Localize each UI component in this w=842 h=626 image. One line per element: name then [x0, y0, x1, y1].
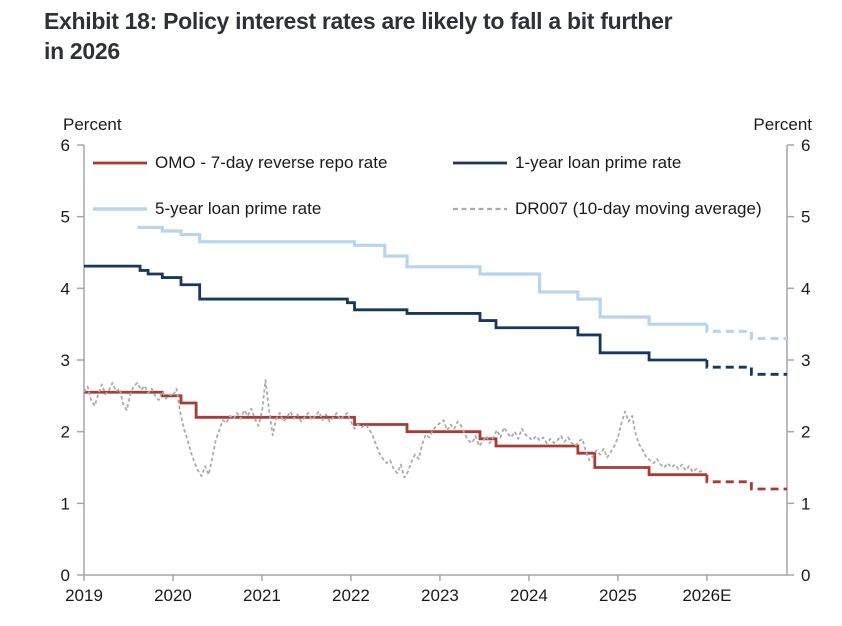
legend-line-lpr1y-icon: [453, 161, 507, 165]
legend-line-dr007-icon: [453, 207, 507, 211]
y-tick-label-right: 1: [801, 494, 810, 513]
legend-label-lpr5y: 5-year loan prime rate: [155, 199, 322, 218]
y-tick-label-right: 6: [801, 136, 810, 155]
x-tick-label: 2025: [599, 586, 637, 605]
x-tick-label: 2022: [332, 586, 370, 605]
y-tick-label-left: 3: [61, 351, 70, 370]
y-tick-label-left: 6: [61, 136, 70, 155]
series-2-history-line: [84, 390, 707, 477]
series-3-line: [83, 379, 704, 479]
legend-item-dr007: DR007 (10-day moving average): [452, 199, 762, 219]
y-tick-label-left: 0: [61, 566, 70, 585]
x-tick-label: 2023: [421, 586, 459, 605]
y-tick-label-right: 2: [801, 423, 810, 442]
y-tick-label-right: 5: [801, 208, 810, 227]
x-tick-label: 2026E: [682, 586, 731, 605]
exhibit-title-line1: Exhibit 18: Policy interest rates are li…: [44, 8, 673, 34]
y-tick-label-left: 2: [61, 423, 70, 442]
x-tick-label: 2020: [154, 586, 192, 605]
legend-item-lpr1y: 1-year loan prime rate: [452, 153, 681, 173]
legend-line-omo-icon: [93, 161, 147, 165]
exhibit-title: Exhibit 18: Policy interest rates are li…: [44, 6, 824, 66]
x-tick-label: 2021: [243, 586, 281, 605]
y-axis-unit-right: Percent: [753, 115, 812, 134]
series-1-forecast-line: [705, 324, 787, 341]
exhibit-title-line2: in 2026: [44, 38, 120, 64]
legend-item-lpr5y: 5-year loan prime rate: [92, 199, 321, 219]
series-2-forecast-line: [705, 474, 787, 491]
y-axis-unit-left: Percent: [63, 115, 122, 134]
y-tick-label-left: 5: [61, 208, 70, 227]
y-tick-label-right: 4: [801, 279, 810, 298]
x-tick-label: 2019: [65, 586, 103, 605]
x-tick-label: 2024: [510, 586, 548, 605]
y-tick-label-left: 4: [61, 279, 70, 298]
legend-line-lpr5y-icon: [93, 207, 147, 211]
legend-label-dr007: DR007 (10-day moving average): [515, 199, 762, 218]
series-0-history-line: [84, 264, 707, 362]
y-tick-label-right: 0: [801, 566, 810, 585]
series-1-history-line: [137, 225, 707, 326]
legend-label-lpr1y: 1-year loan prime rate: [515, 153, 682, 172]
y-tick-label-right: 3: [801, 351, 810, 370]
y-tick-label-left: 1: [61, 494, 70, 513]
series-0-forecast-line: [705, 360, 787, 376]
legend-item-omo: OMO - 7-day reverse repo rate: [92, 153, 387, 173]
legend-label-omo: OMO - 7-day reverse repo rate: [155, 153, 388, 172]
